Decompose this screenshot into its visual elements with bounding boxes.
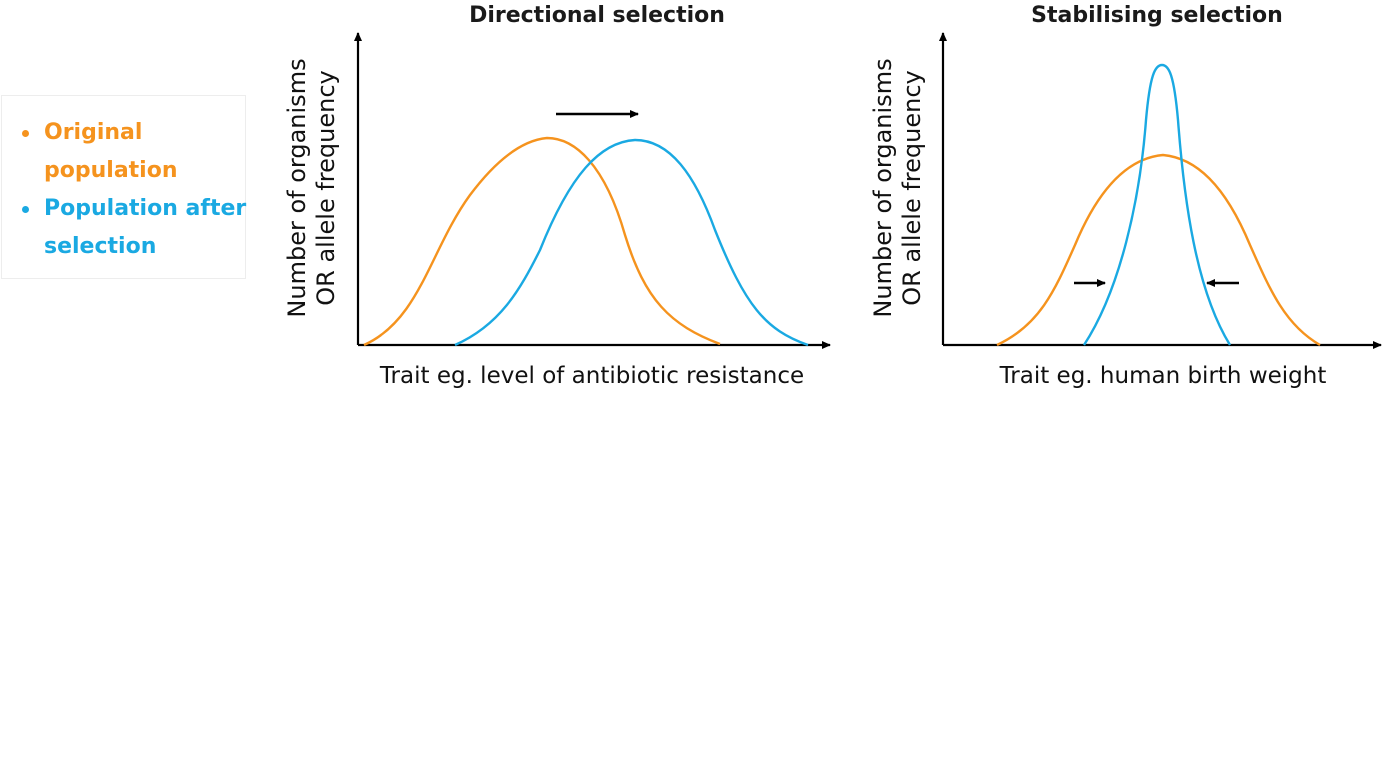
legend-label-after: Population after selection — [44, 196, 247, 259]
directional-original-curve — [363, 136, 721, 347]
directional-ylabel-line1: Number of organisms — [283, 58, 311, 317]
orange-bullet-icon — [22, 130, 29, 137]
directional-after-curve — [454, 138, 809, 347]
directional-selection-panel: Directional selection Number of organism… — [283, 3, 831, 389]
directional-y-axis-label: Number of organisms OR allele frequency — [283, 58, 340, 317]
directional-x-axis-label: Trait eg. level of antibiotic resistance — [379, 363, 804, 389]
legend-label-original: Original population — [44, 120, 178, 183]
legend: Original population Population after sel… — [1, 95, 246, 279]
stabilising-after-curve — [1082, 63, 1232, 346]
stabilising-original-curve — [996, 153, 1321, 347]
stabilising-y-axis-label: Number of organisms OR allele frequency — [869, 58, 926, 317]
directional-title: Directional selection — [469, 3, 725, 28]
stabilising-ylabel-line2: OR allele frequency — [898, 70, 926, 305]
stabilising-title: Stabilising selection — [1031, 3, 1283, 28]
blue-bullet-icon — [22, 206, 29, 213]
directional-ylabel-line2: OR allele frequency — [312, 70, 340, 305]
stabilising-x-axis-label: Trait eg. human birth weight — [999, 363, 1327, 389]
stabilising-ylabel-line1: Number of organisms — [869, 58, 897, 317]
stabilising-selection-panel: Stabilising selection Number of organism… — [869, 3, 1382, 389]
